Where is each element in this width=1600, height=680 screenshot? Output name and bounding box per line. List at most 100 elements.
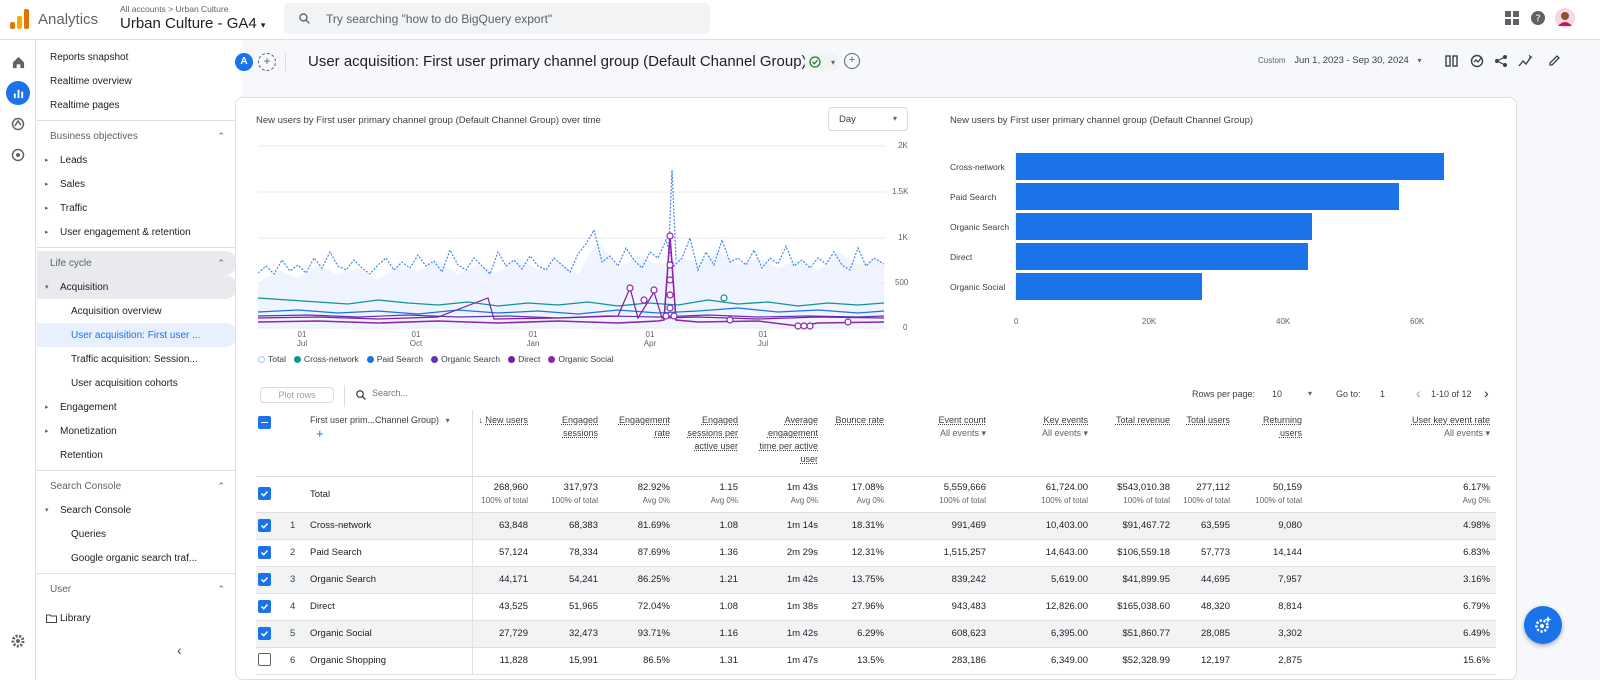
home-icon[interactable] xyxy=(6,50,30,74)
row-checkbox[interactable] xyxy=(258,652,271,666)
row-channel[interactable]: Cross-network xyxy=(304,512,473,540)
legend-item-direct[interactable]: Direct xyxy=(508,354,540,364)
row-channel[interactable]: Organic Search xyxy=(304,566,473,594)
nav-reports-snapshot[interactable]: Reports snapshot xyxy=(50,51,129,63)
legend-item-paid-search[interactable]: Paid Search xyxy=(366,354,423,364)
legend-item-total[interactable]: Total xyxy=(258,354,286,364)
apps-grid-icon[interactable] xyxy=(1505,11,1519,25)
column-header[interactable]: User key event rate All events ▾ xyxy=(1308,410,1496,477)
table-row[interactable]: 1 Cross-network 63,848 68,383 81.69% 1.08 1m 1… xyxy=(256,512,1496,540)
legend-item-cross-network[interactable]: Cross-network xyxy=(293,354,359,364)
table-row[interactable]: 5 Organic Social 27,729 32,473 93.71% 1.16 1m … xyxy=(256,620,1496,648)
bar[interactable] xyxy=(1016,273,1202,300)
column-header[interactable]: ↓ New users xyxy=(472,410,534,477)
sort-arrow-icon[interactable]: ↓ xyxy=(478,415,484,425)
nav-section-user[interactable]: User ⌃ xyxy=(37,577,237,601)
property-selector[interactable]: Urban Culture - GA4 ▾ xyxy=(120,15,265,32)
column-header[interactable]: Total users xyxy=(1176,410,1236,477)
row-channel[interactable]: Direct xyxy=(304,593,473,621)
column-filter[interactable]: All events ▾ xyxy=(939,428,986,438)
granularity-select[interactable]: Day ▾ xyxy=(828,107,908,131)
legend-item-organic-search[interactable]: Organic Search xyxy=(431,354,500,364)
nav-monetization[interactable]: ▸ Monetization xyxy=(37,419,237,443)
column-header[interactable]: Engagement rate xyxy=(604,410,676,477)
bar[interactable] xyxy=(1016,243,1308,270)
table-row[interactable]: 2 Paid Search 57,124 78,334 87.69% 1.36 2m 29s… xyxy=(256,539,1496,567)
bar[interactable] xyxy=(1016,183,1399,210)
column-header[interactable]: Engaged sessions xyxy=(534,410,604,477)
chevron-left-icon[interactable]: ‹ xyxy=(1416,385,1421,401)
nav-sales[interactable]: ▸ Sales xyxy=(37,172,237,196)
nav-google-organic-search[interactable]: Google organic search traf... xyxy=(71,552,198,564)
table-row[interactable]: 6 Organic Shopping 11,828 15,991 86.5% 1.31 1m… xyxy=(256,647,1496,675)
nav-user-engagement[interactable]: ▸ User engagement & retention xyxy=(37,220,237,244)
table-row[interactable]: 4 Direct 43,525 51,965 72.04% 1.08 1m 38s 27.96… xyxy=(256,593,1496,621)
column-header[interactable]: Event count All events ▾ xyxy=(890,410,992,477)
plot-rows-button[interactable]: Plot rows xyxy=(260,387,334,403)
account-breadcrumb[interactable]: All accounts > Urban Culture xyxy=(120,4,229,14)
row-checkbox[interactable] xyxy=(258,545,271,559)
nav-library[interactable]: Library xyxy=(37,606,237,630)
row-channel[interactable]: Organic Shopping xyxy=(304,647,473,675)
column-header[interactable]: Average engagement time per active user xyxy=(744,410,824,477)
nav-user-acquisition-cohorts[interactable]: User acquisition cohorts xyxy=(71,377,178,389)
select-all-checkbox[interactable] xyxy=(258,415,271,429)
title-status-button[interactable]: ▾ xyxy=(804,53,840,71)
column-filter[interactable]: All events ▾ xyxy=(1443,428,1490,438)
total-checkbox[interactable] xyxy=(258,486,271,500)
row-checkbox[interactable] xyxy=(258,572,271,586)
nav-realtime-pages[interactable]: Realtime pages xyxy=(50,99,120,111)
help-icon[interactable]: ? xyxy=(1531,11,1545,25)
settings-gear-icon[interactable] xyxy=(6,629,30,653)
comparison-avatar[interactable]: A xyxy=(235,53,253,71)
row-checkbox[interactable] xyxy=(258,518,271,532)
date-range-picker[interactable]: Custom Jun 1, 2023 - Sep 30, 2024 ▾ xyxy=(1258,55,1421,66)
nav-section-business-objectives[interactable]: Business objectives ⌃ xyxy=(37,124,237,148)
nav-acquisition-overview[interactable]: Acquisition overview xyxy=(71,305,162,317)
nav-leads[interactable]: ▸ Leads xyxy=(37,148,237,172)
nav-section-search-console[interactable]: Search Console ⌃ xyxy=(37,474,237,498)
nav-search-console[interactable]: ▾ Search Console xyxy=(37,498,237,522)
nav-acquisition[interactable]: ▾ Acquisition xyxy=(37,275,237,299)
nav-engagement[interactable]: ▸ Engagement xyxy=(37,395,237,419)
nav-traffic-acquisition[interactable]: Traffic acquisition: Session... xyxy=(71,353,198,365)
dimension-header[interactable]: First user prim...Channel Group) ▾ + xyxy=(284,410,473,477)
column-header[interactable]: Engaged sessions per active user xyxy=(676,410,744,477)
legend-item-organic-social[interactable]: Organic Social xyxy=(548,354,614,364)
column-header[interactable]: Bounce rate xyxy=(824,410,890,477)
edit-pencil-icon[interactable] xyxy=(1548,54,1561,67)
add-card-button[interactable]: + xyxy=(844,53,860,69)
ai-assistant-fab[interactable] xyxy=(1524,606,1562,644)
column-header[interactable]: Total revenue xyxy=(1094,410,1176,477)
row-channel[interactable]: Organic Social xyxy=(304,620,473,648)
column-header[interactable]: Returning users xyxy=(1236,410,1308,477)
nav-user-acquisition[interactable]: User acquisition: First user ... xyxy=(37,323,237,347)
goto-input[interactable]: 1 xyxy=(1380,389,1386,399)
analytics-logo-icon[interactable] xyxy=(10,9,30,29)
table-row[interactable]: 3 Organic Search 44,171 54,241 86.25% 1.21 1m … xyxy=(256,566,1496,594)
nav-retention[interactable]: Retention xyxy=(60,449,103,461)
nav-realtime-overview[interactable]: Realtime overview xyxy=(50,75,132,87)
bar[interactable] xyxy=(1016,153,1444,180)
insights-icon[interactable] xyxy=(1518,54,1533,68)
row-channel[interactable]: Paid Search xyxy=(304,539,473,567)
explore-icon[interactable] xyxy=(6,112,30,136)
customize-report-icon[interactable] xyxy=(1470,54,1484,68)
rows-per-page-select[interactable]: 10 ▾ xyxy=(1270,387,1314,403)
share-icon[interactable] xyxy=(1494,54,1508,68)
add-comparison-button[interactable]: + xyxy=(258,53,276,71)
table-search-input[interactable] xyxy=(372,388,572,398)
column-header[interactable]: Key events All events ▾ xyxy=(992,410,1094,477)
add-dimension-icon[interactable]: + xyxy=(316,426,324,441)
nav-section-life-cycle[interactable]: Life cycle ⌃ xyxy=(37,251,237,275)
row-checkbox[interactable] xyxy=(258,599,271,613)
user-avatar-icon[interactable] xyxy=(1555,8,1575,28)
compare-icon[interactable] xyxy=(1445,54,1459,68)
column-filter[interactable]: All events ▾ xyxy=(1041,428,1088,438)
nav-traffic[interactable]: ▸ Traffic xyxy=(37,196,237,220)
chevron-right-icon[interactable]: › xyxy=(1484,385,1489,401)
advertising-icon[interactable] xyxy=(6,143,30,167)
bar[interactable] xyxy=(1016,213,1312,240)
row-checkbox[interactable] xyxy=(258,626,271,640)
reports-icon[interactable] xyxy=(6,81,30,105)
